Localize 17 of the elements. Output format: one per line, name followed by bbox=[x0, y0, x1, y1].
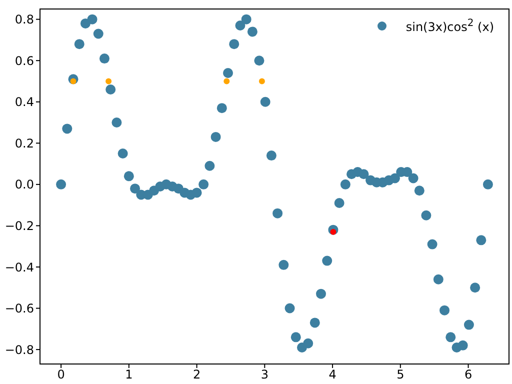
y-tick-label: 0.0 bbox=[14, 178, 34, 192]
y-tick-label: 0.2 bbox=[14, 136, 34, 150]
y-tick-label: 0.6 bbox=[14, 54, 34, 68]
y-tick-label: 0.8 bbox=[14, 12, 34, 27]
legend-label: sin(3x)cos$^{2}$ (x) bbox=[406, 18, 494, 34]
y-tick-label: 0.4 bbox=[14, 95, 34, 110]
x-tick-label: 3 bbox=[260, 368, 268, 382]
x-tick-label: 5 bbox=[396, 368, 404, 382]
x-tick-label: 4 bbox=[328, 368, 336, 382]
x-tick-label: 0 bbox=[57, 368, 65, 382]
x-tick-label: 6 bbox=[464, 368, 472, 382]
y-tick-label: −0.8 bbox=[4, 342, 34, 357]
y-tick-label: −0.6 bbox=[4, 302, 34, 316]
x-tick-label: 2 bbox=[192, 368, 201, 382]
y-tick-label: −0.2 bbox=[4, 218, 34, 233]
y-tick-label: −0.4 bbox=[4, 260, 34, 274]
x-tick-label: 1 bbox=[125, 368, 133, 382]
